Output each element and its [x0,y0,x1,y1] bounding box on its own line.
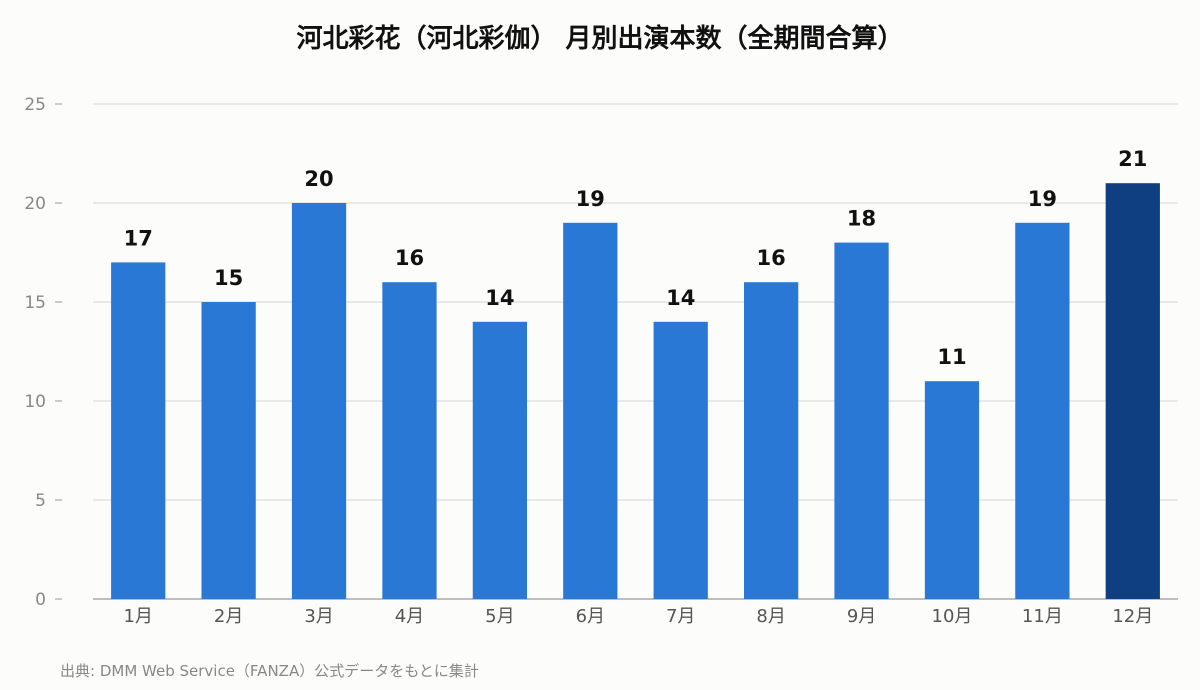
data-label: 16 [757,246,786,270]
bar [201,302,256,599]
bar [382,282,437,599]
data-label: 14 [666,286,695,310]
data-label: 17 [124,226,153,250]
y-tick-label: 10 [24,392,46,412]
bar [924,381,980,599]
chart-title: 河北彩花（河北彩伽） 月別出演本数（全期間合算） [296,24,904,54]
x-tick-label: 2月 [214,606,243,627]
x-tick-label: 7月 [666,606,695,627]
data-label: 15 [214,266,243,290]
x-tick-label: 4月 [395,606,424,627]
x-tick-label: 5月 [485,606,514,627]
y-tick-label: 20 [24,194,46,214]
x-tick-label: 10月 [932,606,973,627]
bar [1015,222,1070,600]
data-label: 21 [1118,147,1147,171]
bar [834,242,889,599]
x-tick-label: 3月 [304,606,333,627]
source-note: 出典: DMM Web Service（FANZA）公式データをもとに集計 [60,662,479,680]
y-tick-label: 25 [24,95,46,115]
data-label: 16 [395,246,424,270]
bar [472,321,527,599]
bar [1105,183,1160,599]
data-label: 18 [847,207,876,231]
x-tick-label: 9月 [847,606,876,627]
data-label: 14 [485,286,514,310]
y-tick-label: 15 [24,293,46,313]
x-tick-label: 12月 [1112,606,1153,627]
data-label: 11 [937,345,966,369]
bar [291,203,347,599]
bar [653,321,708,599]
data-label: 19 [576,187,605,211]
data-label: 20 [304,167,333,191]
x-tick-label: 1月 [123,606,152,627]
bar [563,222,618,600]
y-tick-label: 5 [35,491,46,511]
data-label: 19 [1028,187,1057,211]
bar [744,282,799,599]
bar [111,262,166,599]
x-tick-label: 11月 [1022,606,1063,627]
y-tick-label: 0 [35,590,46,610]
x-tick-label: 6月 [576,606,605,627]
x-tick-label: 8月 [756,606,785,627]
